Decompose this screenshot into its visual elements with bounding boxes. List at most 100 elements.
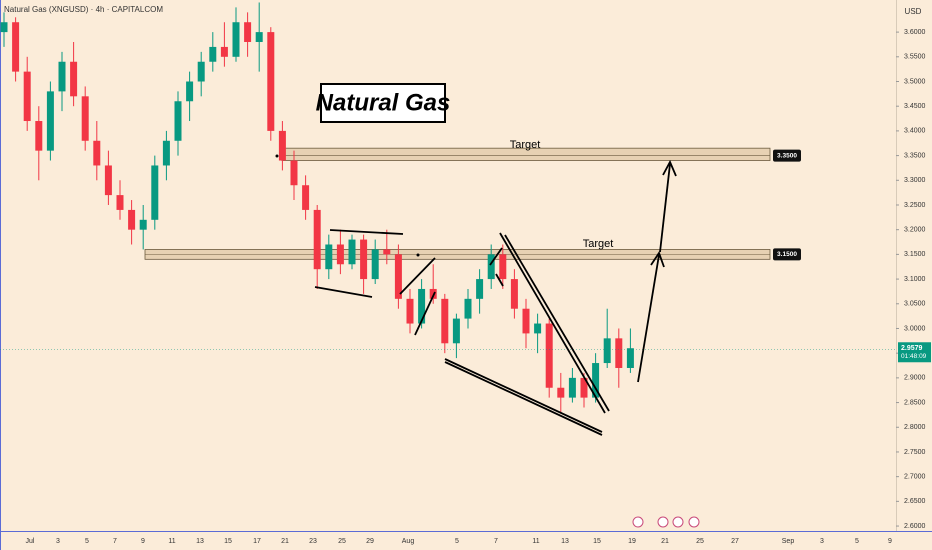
x-tick-label: 11 — [532, 538, 539, 545]
x-tick-label: 5 — [855, 538, 859, 545]
x-tick-label: 25 — [338, 538, 346, 545]
x-tick-label: Aug — [402, 538, 415, 545]
candle-body — [545, 323, 553, 388]
y-tick-label: 3.4000 — [904, 128, 926, 135]
x-tick-label: Jul — [26, 538, 35, 545]
candle-body — [626, 348, 634, 368]
candle-body — [116, 195, 124, 210]
candle-body — [348, 239, 356, 265]
level-label: 3.1500 — [777, 251, 797, 258]
candle-body — [557, 387, 565, 398]
y-tick-label: 3.2000 — [904, 227, 926, 234]
trend-line — [414, 291, 436, 336]
event-icon — [672, 516, 684, 528]
y-tick-label: 3.5000 — [904, 78, 926, 85]
candle-body — [603, 338, 611, 364]
x-tick-label: 11 — [168, 538, 175, 545]
x-tick-label: 3 — [56, 538, 60, 545]
y-tick-label: 3.0000 — [904, 325, 926, 332]
x-tick-label: 9 — [888, 538, 892, 545]
trend-line — [444, 361, 603, 436]
trend-line — [495, 273, 504, 287]
trend-line — [399, 257, 436, 295]
candle-body — [406, 298, 414, 324]
last-price-label: 2.9579 — [901, 345, 923, 352]
candle-body — [209, 46, 217, 62]
candle-body — [290, 160, 298, 186]
candle-body — [139, 219, 147, 230]
candle-body — [12, 22, 20, 72]
y-tick-label: 3.3500 — [904, 152, 926, 159]
candle-body — [615, 338, 623, 368]
candle-body — [197, 61, 205, 82]
x-tick-label: 7 — [113, 538, 117, 545]
x-tick-label: 17 — [253, 538, 261, 545]
y-tick-label: 3.2500 — [904, 202, 926, 209]
y-tick-label: 2.8500 — [904, 399, 926, 406]
level-badge — [773, 248, 801, 261]
x-tick-label: 3 — [820, 538, 824, 545]
candle-body — [534, 323, 542, 334]
candle-body — [186, 81, 194, 102]
annotation-box — [320, 83, 446, 123]
annotation: Natural Gas — [316, 89, 451, 116]
trend-line — [314, 286, 373, 298]
candle-body — [580, 377, 588, 398]
candle-body — [162, 140, 170, 166]
candle-body — [313, 209, 321, 270]
candle-body — [394, 254, 402, 299]
candle-body — [522, 308, 530, 334]
y-tick-label: 2.6500 — [904, 498, 926, 505]
arrow — [637, 254, 660, 383]
y-tick-label: 2.9000 — [904, 375, 926, 382]
chart-title: Natural Gas (XNGUSD) · 4h · CAPITALCOM — [4, 5, 163, 14]
candle-body — [46, 91, 54, 151]
x-tick-label: Sep — [782, 538, 795, 545]
candle-body — [360, 239, 368, 280]
y-tick-label: 2.7500 — [904, 449, 926, 456]
x-tick-label: 29 — [366, 538, 374, 545]
marker — [275, 154, 279, 158]
candle-body — [278, 130, 286, 161]
candle-body — [104, 165, 112, 196]
candle-body — [232, 22, 240, 57]
x-tick-label: 15 — [593, 538, 601, 545]
candle-body — [499, 254, 507, 280]
candle-body — [244, 22, 252, 42]
candle-body — [568, 377, 576, 398]
trend-line — [329, 229, 404, 235]
trend-line — [489, 247, 503, 266]
candle-body — [0, 22, 8, 33]
candle-body — [325, 244, 333, 270]
event-icon — [688, 516, 700, 528]
level-label: 3.3500 — [777, 152, 797, 159]
y-tick-label: 3.6000 — [904, 29, 926, 36]
y-tick-label: 3.4500 — [904, 103, 926, 110]
x-tick-label: 21 — [661, 538, 669, 545]
x-tick-label: 9 — [141, 538, 145, 545]
arrow-head — [650, 251, 665, 268]
candle-body — [383, 249, 391, 255]
marker — [416, 253, 420, 257]
y-tick-label: 3.1000 — [904, 276, 926, 283]
x-tick-label: 21 — [281, 538, 289, 545]
x-tick-label: 7 — [494, 538, 498, 545]
candle-body — [302, 185, 310, 210]
candle-body — [174, 101, 182, 141]
x-tick-label: 13 — [561, 538, 569, 545]
candle-body — [151, 165, 159, 220]
last-price-badge — [898, 342, 931, 363]
event-icons — [632, 516, 700, 528]
trend-line — [499, 232, 606, 414]
candle-body — [23, 71, 31, 122]
x-tick-label: 19 — [628, 538, 636, 545]
candle-body — [220, 46, 228, 57]
event-icon — [657, 516, 669, 528]
candle-body — [81, 96, 89, 141]
y-tick-label: 3.0500 — [904, 301, 926, 308]
y-tick-label: 3.5500 — [904, 54, 926, 61]
x-tick-label: 13 — [196, 538, 204, 545]
candle-body — [255, 32, 263, 42]
